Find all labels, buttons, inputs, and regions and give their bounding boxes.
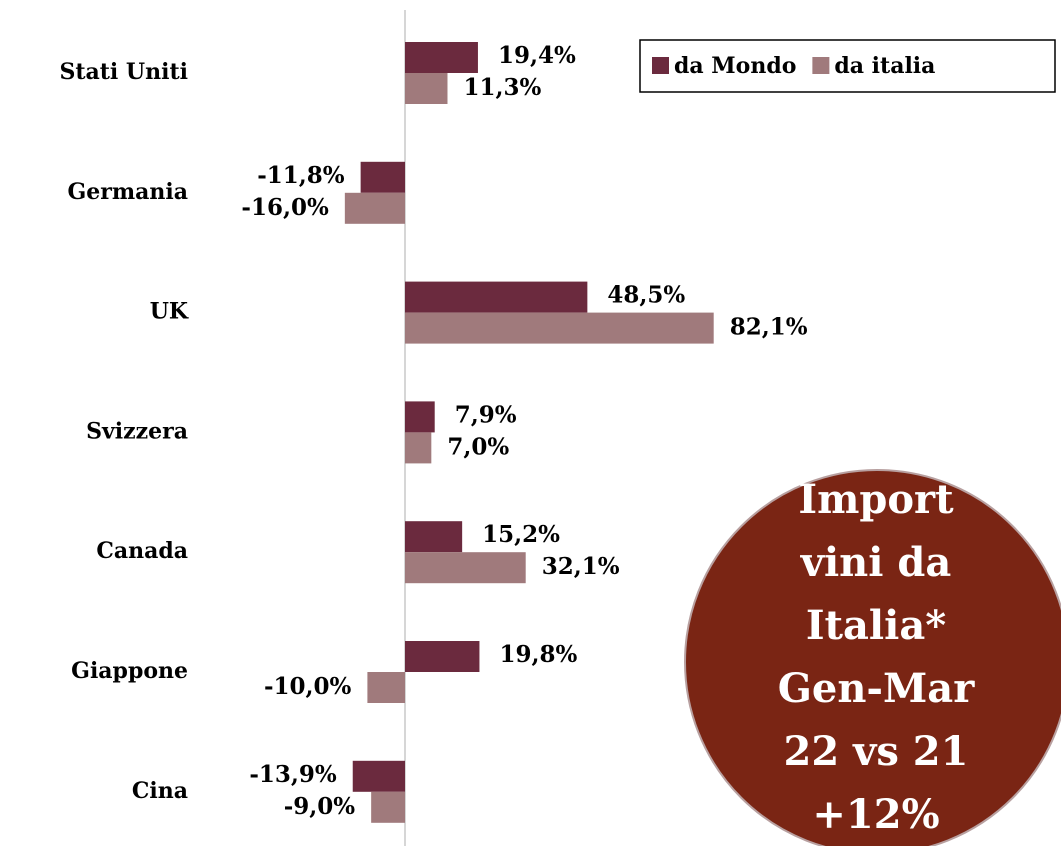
annotation-text: Gen-Mar <box>778 665 975 712</box>
bar <box>352 760 405 792</box>
y-tick-label: Cina <box>132 778 188 804</box>
bar <box>405 42 478 73</box>
bar <box>360 161 405 193</box>
bar <box>405 401 435 433</box>
legend-swatch <box>652 57 669 74</box>
value-label: 7,9% <box>455 401 517 428</box>
bar <box>405 641 480 672</box>
value-label: -11,8% <box>257 162 345 189</box>
annotation-text: vini da <box>800 539 952 586</box>
annotation-circle <box>684 469 1061 846</box>
bar <box>405 432 432 464</box>
value-label: -16,0% <box>241 194 329 221</box>
annotation-text: +12% <box>812 791 939 838</box>
y-tick-label: Canada <box>96 538 188 564</box>
y-tick-label: Germania <box>67 179 188 205</box>
annotation-text: Import <box>798 476 954 523</box>
bar <box>371 791 405 823</box>
value-label: 15,2% <box>482 521 560 548</box>
annotation-text: Italia* <box>806 602 946 649</box>
value-label: -9,0% <box>284 793 356 820</box>
bar <box>405 281 588 313</box>
value-label: 7,0% <box>447 433 509 460</box>
bar <box>367 672 405 703</box>
legend-swatch <box>812 57 830 74</box>
y-tick-label: UK <box>150 299 189 325</box>
legend-box <box>639 39 1056 93</box>
annotation-text: 22 vs 21 <box>784 728 969 775</box>
value-label: 32,1% <box>542 553 620 580</box>
bar <box>344 192 405 224</box>
bar <box>405 521 463 553</box>
legend-label: da italia <box>834 53 935 79</box>
legend-label: da Mondo <box>674 53 796 79</box>
value-label: -10,0% <box>264 673 352 700</box>
value-label: 48,5% <box>607 282 685 309</box>
value-label: -13,9% <box>249 761 337 788</box>
bar <box>405 73 448 104</box>
value-label: 19,8% <box>499 641 577 668</box>
y-tick-label: Giappone <box>71 658 188 684</box>
value-label: 19,4% <box>498 42 576 69</box>
value-label: 82,1% <box>730 314 808 341</box>
value-label: 11,3% <box>463 74 541 101</box>
bar <box>405 312 714 344</box>
y-tick-label: Svizzera <box>86 418 188 444</box>
bar <box>405 552 526 584</box>
y-tick-label: Stati Uniti <box>59 59 188 85</box>
